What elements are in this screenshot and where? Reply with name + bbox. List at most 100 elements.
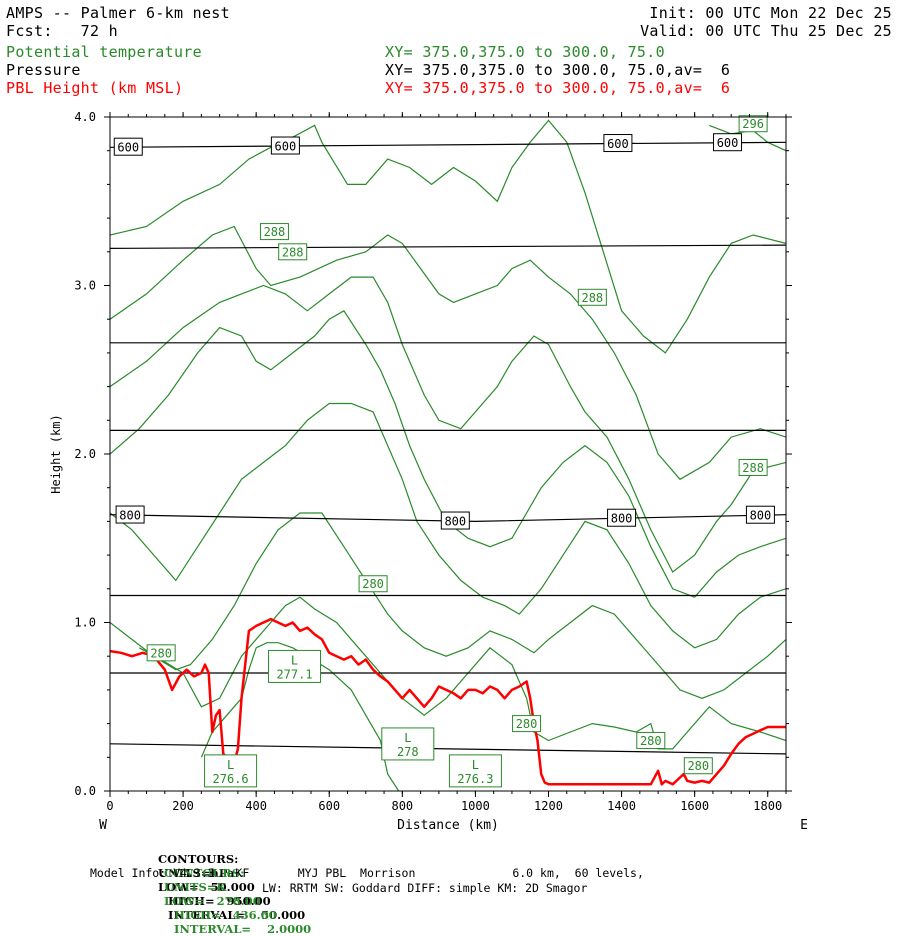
footer-t-interval: INTERVAL= 2.0000 bbox=[174, 922, 312, 936]
theta-label-box bbox=[146, 644, 176, 662]
footer-t-low: LOW= 278.00 bbox=[164, 894, 261, 908]
x-tick-label: 0 bbox=[106, 799, 113, 813]
x-tick-label: 400 bbox=[245, 799, 267, 813]
pressure-label: 600 bbox=[607, 137, 629, 151]
low-box bbox=[448, 754, 502, 788]
theta-label: 280 bbox=[516, 717, 538, 731]
x-tick-label: 200 bbox=[172, 799, 194, 813]
theta-line-7 bbox=[138, 596, 786, 750]
low-symbol: L bbox=[227, 758, 234, 772]
theta-label-box bbox=[738, 115, 768, 133]
low-value: 277.1 bbox=[276, 667, 312, 681]
theta-label-box bbox=[278, 243, 308, 261]
valid-label: Valid: 00 UTC Thu 25 Dec 25 bbox=[640, 22, 892, 40]
low-box bbox=[381, 727, 435, 761]
field-name-pbl: PBL Height (km MSL) bbox=[6, 79, 184, 97]
footer-p-units: UNITS=hPa bbox=[158, 866, 235, 880]
theta-line-4 bbox=[110, 309, 786, 598]
x-tick-label: 1600 bbox=[680, 799, 709, 813]
pbl-height-line bbox=[110, 617, 786, 786]
init-label: Init: 00 UTC Mon 22 Dec 25 bbox=[649, 4, 892, 22]
y-tick-label: 4.0 bbox=[74, 110, 96, 124]
footer-t-units: UNITS=K bbox=[164, 880, 227, 894]
theta-label: 288 bbox=[264, 225, 286, 239]
pressure-line-7 bbox=[110, 743, 786, 755]
x-tick-label: 800 bbox=[391, 799, 413, 813]
low-box bbox=[268, 649, 322, 683]
pressure-label: 800 bbox=[750, 509, 772, 523]
theta-label: 280 bbox=[687, 759, 709, 773]
field-name-pressure: Pressure bbox=[6, 61, 81, 79]
low-symbol: L bbox=[291, 653, 298, 667]
theta-label-box bbox=[512, 715, 542, 733]
field-xy-theta: XY= 375.0,375.0 to 300.0, 75.0 bbox=[385, 43, 665, 61]
pressure-label: 600 bbox=[275, 140, 297, 154]
field-name-theta: Potential temperature bbox=[6, 43, 202, 61]
theta-label: 288 bbox=[581, 291, 603, 305]
theta-label-box bbox=[738, 458, 768, 476]
pressure-contours bbox=[110, 141, 786, 755]
theta-line-8 bbox=[200, 642, 400, 791]
pressure-line-4 bbox=[110, 514, 786, 523]
y-tick-label: 2.0 bbox=[74, 447, 96, 461]
low-symbol: L bbox=[404, 731, 411, 745]
theta-line-2 bbox=[110, 225, 786, 481]
footer-p-label: CONTOURS: bbox=[158, 852, 239, 866]
theta-label-box bbox=[683, 757, 713, 775]
pressure-label-box bbox=[113, 137, 143, 156]
theta-line-1 bbox=[110, 119, 786, 354]
x-tick-label: 1400 bbox=[607, 799, 636, 813]
theta-line-6 bbox=[110, 512, 786, 699]
cross-section-chart: 600 600 600 600 800 800 800 800 280 288 288 288 288 2… bbox=[49, 110, 808, 833]
theta-label: 280 bbox=[150, 646, 172, 660]
pressure-line-0 bbox=[110, 141, 786, 148]
axes: 0 200 400 600 800 1000 1200 1400 1600 1800 0.0 1.0 2… bbox=[74, 110, 792, 813]
low-value: 278 bbox=[397, 745, 419, 759]
pressure-label: 600 bbox=[717, 136, 739, 150]
theta-label-box bbox=[259, 223, 289, 241]
model-info-2: LW: RRTM SW: Goddard DIFF: simple KM: 2D… bbox=[262, 881, 588, 895]
pressure-label: 800 bbox=[611, 512, 633, 526]
pressure-label-box bbox=[440, 511, 470, 530]
pressure-label: 800 bbox=[119, 509, 141, 523]
theta-label-box bbox=[577, 288, 607, 306]
pressure-label: 600 bbox=[117, 141, 139, 155]
pressure-line-1 bbox=[110, 244, 786, 249]
x-tick-label: 1800 bbox=[753, 799, 782, 813]
theta-label: 288 bbox=[742, 461, 764, 475]
theta-line-3 bbox=[110, 276, 786, 573]
footer-t-label: CONTOURS: bbox=[164, 866, 245, 880]
theta-label-box bbox=[358, 575, 388, 593]
model-info: Model Info: V4.3.3 KF MYJ PBL Morrison 6… bbox=[90, 866, 644, 880]
pressure-label-box bbox=[607, 508, 637, 527]
footer-t-high: HIGH= 436.00 bbox=[174, 908, 277, 922]
theta-label-box bbox=[636, 731, 666, 749]
theta-contours bbox=[110, 119, 786, 791]
theta-label: 280 bbox=[640, 734, 662, 748]
x-tick-label: 1000 bbox=[461, 799, 490, 813]
footer-p-low: LOW= 50.000 bbox=[158, 880, 255, 894]
east-label: E bbox=[800, 818, 808, 833]
y-tick-label: 1.0 bbox=[74, 616, 96, 630]
pressure-label: 800 bbox=[444, 515, 466, 529]
theta-line-5 bbox=[110, 402, 786, 649]
y-axis-label: Height (km) bbox=[49, 414, 63, 493]
low-value: 276.6 bbox=[213, 772, 249, 786]
theta-label: 280 bbox=[362, 577, 384, 591]
x-axis-label: Distance (km) bbox=[397, 818, 499, 833]
pbl-height-path bbox=[110, 617, 786, 786]
model-title: AMPS -- Palmer 6-km nest bbox=[6, 4, 230, 22]
pressure-label-box bbox=[603, 134, 633, 153]
y-tick-label: 0.0 bbox=[74, 784, 96, 798]
low-value: 276.3 bbox=[457, 772, 493, 786]
theta-label: 296 bbox=[742, 117, 764, 131]
x-tick-label: 600 bbox=[318, 799, 340, 813]
pressure-label-box bbox=[745, 505, 775, 524]
pressure-label-box bbox=[270, 136, 300, 155]
field-xy-pbl: XY= 375.0,375.0 to 300.0, 75.0,av= 6 bbox=[385, 79, 731, 97]
y-tick-label: 3.0 bbox=[74, 279, 96, 293]
